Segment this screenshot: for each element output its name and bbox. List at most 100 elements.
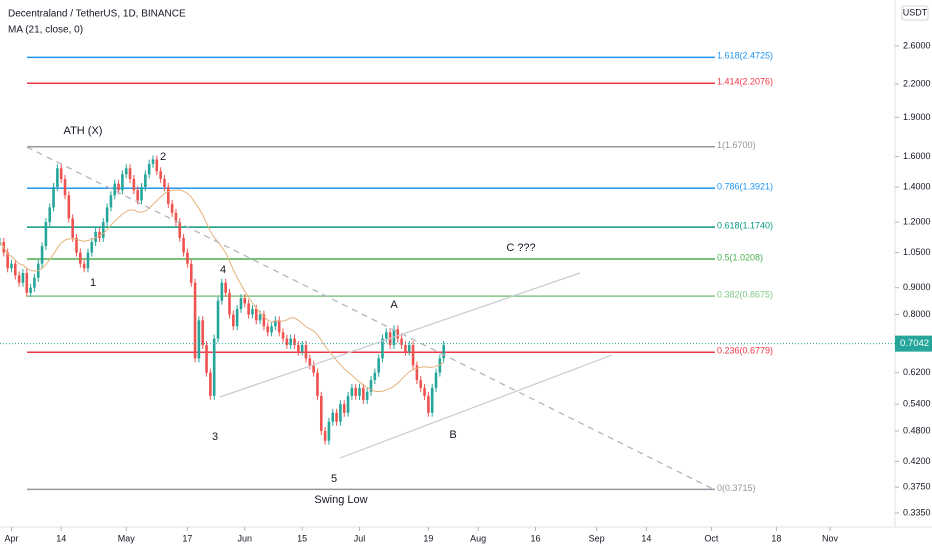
candle-body (186, 252, 189, 264)
candle-body (182, 237, 185, 253)
candle-body (277, 320, 281, 333)
y-tick-label: 0.6200 (903, 367, 931, 377)
y-tick-label: 0.4200 (903, 456, 931, 466)
candle-body (10, 263, 13, 269)
moving-average (0, 189, 444, 393)
candle-body (400, 338, 403, 345)
candle-body (178, 222, 182, 238)
y-tick-label: 1.6000 (903, 151, 931, 161)
last-price-label: 0.7042 (900, 338, 929, 349)
candle-body (13, 263, 17, 276)
candle-body (232, 314, 235, 327)
fib-label: 0(0.3715) (717, 483, 756, 493)
candle-body (423, 387, 426, 396)
y-tick-label: 0.3350 (903, 507, 931, 517)
x-tick-label: 17 (182, 533, 192, 543)
currency-box[interactable] (901, 5, 929, 21)
candle-body (442, 344, 445, 359)
candle-body (350, 387, 354, 396)
candle-body (140, 186, 143, 201)
candle-body (59, 168, 63, 180)
fib-label: 0.786(1.3921) (717, 182, 773, 192)
candle-body (109, 195, 113, 208)
candle-body (144, 174, 147, 187)
candle-body (163, 179, 166, 187)
y-tick-label: 1.9000 (903, 112, 931, 122)
y-tick-label: 0.8000 (903, 309, 931, 319)
candle-body (25, 272, 29, 293)
candle-body (147, 163, 151, 175)
indicator-label: MA (21, close, 0) (8, 25, 83, 36)
y-tick-label: 2.6000 (903, 40, 931, 50)
candle-body (235, 308, 239, 327)
candle-body (369, 380, 373, 392)
y-tick-label: 0.9000 (903, 282, 931, 292)
candle-body (90, 241, 94, 253)
channel-line (339, 354, 613, 459)
y-tick-label: 0.4800 (903, 425, 931, 435)
x-tick-label: 14 (641, 533, 651, 543)
candle-body (201, 320, 205, 345)
candle-body (342, 404, 346, 413)
candle-body (159, 171, 162, 180)
candle-body (281, 332, 285, 339)
candle-body (327, 421, 331, 441)
candle-body (354, 387, 358, 396)
fib-label: 1.618(2.4725) (717, 51, 773, 61)
fib-label: 0.382(0.8675) (717, 289, 773, 299)
candle-body (434, 372, 438, 388)
candle-body (346, 395, 350, 413)
candle-body (193, 282, 197, 359)
candle-body (21, 272, 25, 283)
candle-body (331, 412, 335, 422)
candle-body (56, 168, 59, 187)
candle-body (151, 159, 155, 164)
candle-body (220, 282, 224, 301)
candle-body (205, 344, 208, 373)
candle-body (411, 344, 415, 366)
candle-body (251, 308, 254, 315)
candle-body (117, 183, 120, 191)
fib-label: 0.5(1.0208) (717, 252, 763, 262)
candle-body (365, 391, 369, 400)
annotation: B (449, 429, 456, 441)
candle-body (266, 326, 270, 333)
candle-body (243, 298, 247, 304)
candle-body (316, 372, 319, 396)
candle-body (155, 159, 159, 172)
x-tick-label: Nov (822, 533, 839, 543)
candle-body (212, 338, 216, 396)
y-tick-label: 1.2000 (903, 217, 931, 227)
candle-body (289, 338, 292, 345)
fib-label: 0.618(1.1740) (717, 221, 773, 231)
candle-body (197, 320, 201, 359)
candle-body (385, 332, 388, 339)
candle-body (189, 263, 193, 283)
last-price-box (895, 335, 932, 352)
candle-body (101, 222, 105, 238)
candle-body (170, 203, 174, 213)
candle-body (247, 303, 250, 315)
y-tick-label: 1.0500 (903, 247, 931, 257)
candle-body (381, 338, 384, 359)
candle-body (224, 282, 227, 293)
candle-body (63, 179, 67, 196)
candle-body (52, 186, 55, 208)
candle-body (209, 372, 212, 396)
candle-body (319, 395, 323, 431)
x-tick-label: Aug (470, 533, 486, 543)
candle-body (239, 298, 243, 309)
candle-body (293, 338, 296, 345)
candle-body (44, 222, 48, 247)
candle-body (362, 387, 365, 400)
candle-body (124, 168, 128, 175)
annotation: ATH (X) (64, 125, 103, 137)
candle-body (339, 404, 342, 422)
candle-body (262, 314, 266, 327)
candle-body (113, 183, 117, 196)
candle-body (285, 338, 289, 345)
fib-label: 0.236(0.6779) (717, 346, 773, 356)
annotation: A (390, 299, 398, 311)
x-tick-label: Jun (238, 533, 253, 543)
candle-body (335, 412, 338, 422)
